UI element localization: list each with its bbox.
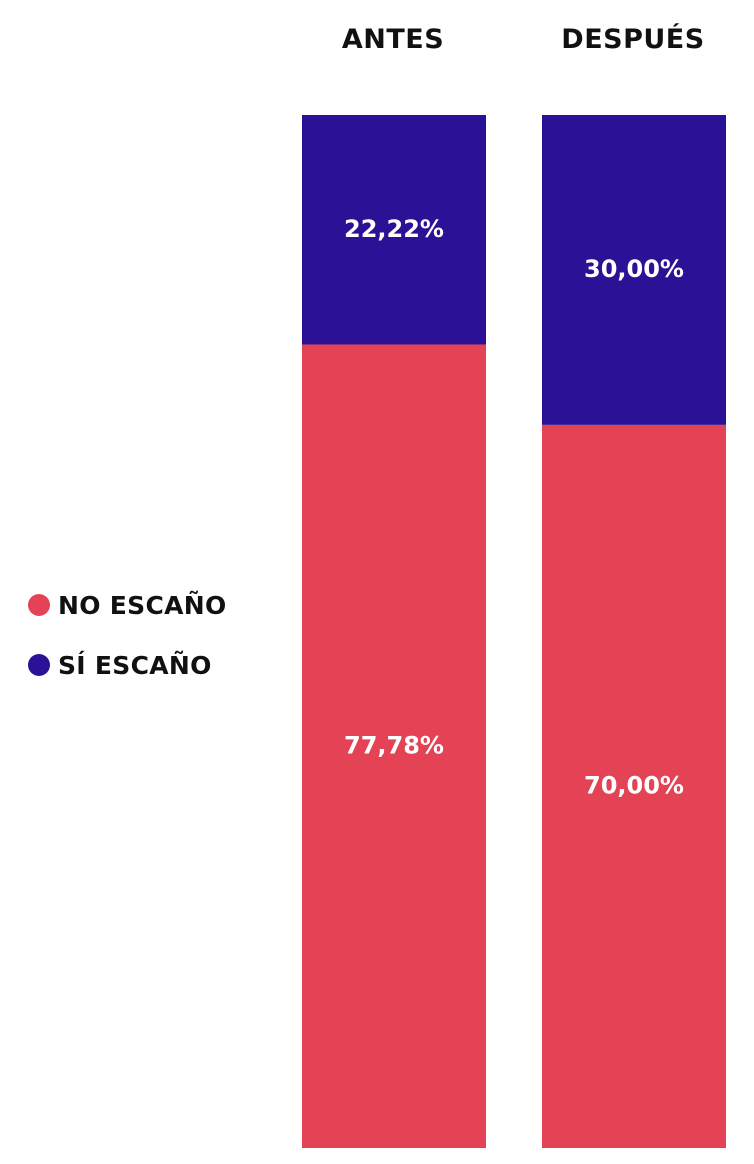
legend-swatch-si-escano	[28, 654, 50, 676]
legend-label-si-escano: SÍ ESCAÑO	[58, 650, 212, 680]
data-label-despues-no-escano: 70,00%	[584, 771, 684, 799]
legend-item-no-escano: NO ESCAÑO	[28, 584, 227, 626]
bar-segment-despues-no-escano	[542, 424, 726, 1148]
legend: NO ESCAÑO SÍ ESCAÑO	[28, 584, 227, 704]
category-label-antes: ANTES	[341, 24, 445, 55]
data-label-antes-no-escano: 77,78%	[344, 731, 444, 759]
bar-segment-antes-si-escano	[302, 115, 486, 345]
legend-swatch-no-escano	[28, 594, 50, 616]
bar-segment-antes-no-escano	[302, 344, 486, 1148]
data-label-antes-si-escano: 22,22%	[344, 215, 444, 243]
legend-item-si-escano: SÍ ESCAÑO	[28, 644, 227, 686]
data-label-despues-si-escano: 30,00%	[584, 255, 684, 283]
category-label-despues: DESPUÉS	[561, 24, 705, 55]
legend-label-no-escano: NO ESCAÑO	[58, 590, 227, 620]
bar-segment-despues-si-escano	[542, 115, 726, 425]
